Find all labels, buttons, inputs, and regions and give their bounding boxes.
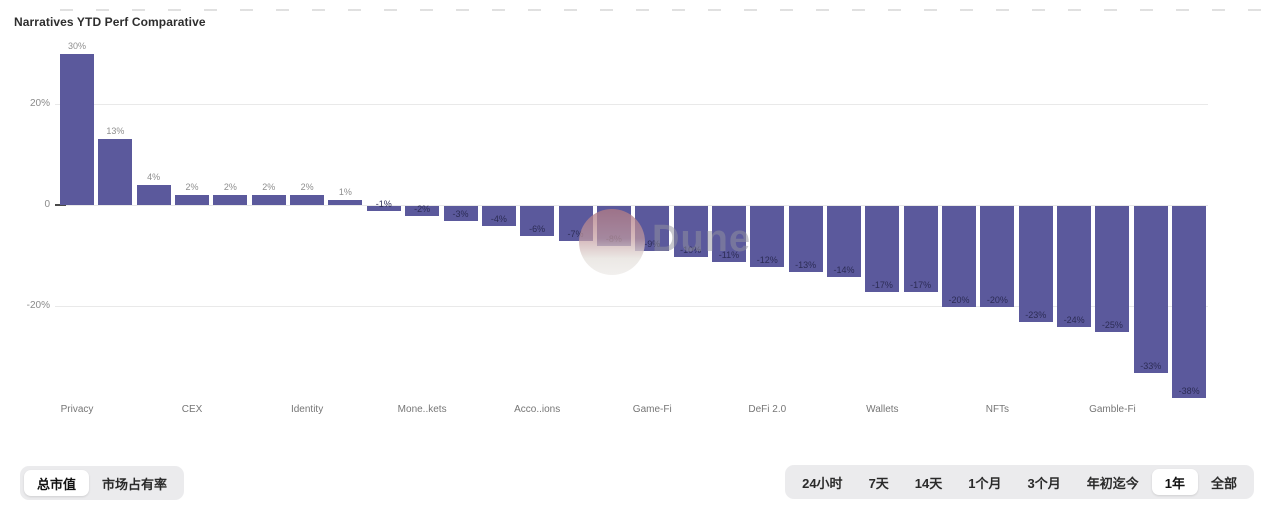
bar[interactable]	[903, 206, 938, 292]
gridline	[55, 104, 1208, 105]
bar-value-label: -8%	[605, 234, 622, 245]
top-gridline-dashes	[60, 9, 1262, 11]
bar[interactable]	[443, 206, 478, 222]
y-tick-label: 20%	[29, 98, 50, 109]
y-tick-label: -20%	[26, 300, 50, 311]
bar-value-label: -20%	[986, 295, 1008, 305]
bar[interactable]	[1018, 206, 1053, 323]
bar[interactable]	[328, 199, 363, 205]
bar[interactable]	[942, 206, 977, 307]
bar-value-label: -4%	[490, 214, 507, 225]
bar-value-label: 4%	[147, 171, 161, 182]
bar[interactable]	[213, 194, 248, 205]
x-tick-label: Gamble-Fi	[1089, 404, 1136, 415]
x-tick-label: Wallets	[866, 404, 899, 415]
x-tick-label: Identity	[290, 404, 324, 415]
bar-value-label: 30%	[67, 40, 86, 51]
bar[interactable]	[1133, 206, 1168, 373]
bar-value-label: -14%	[833, 264, 855, 275]
bar-value-label: -17%	[871, 279, 893, 290]
bar-value-label: -11%	[718, 249, 740, 260]
gridline	[55, 205, 1208, 206]
y-tick-label: 0	[44, 199, 50, 210]
timerange-toggle: 24小时 7天 14天 1个月 3个月 年初迄今 1年 全部	[785, 465, 1254, 499]
bar[interactable]	[1095, 206, 1130, 333]
bar-value-label: 1%	[338, 186, 352, 197]
x-tick-label: DeFi 2.0	[748, 404, 787, 415]
timerange-button-1个月[interactable]: 1个月	[955, 469, 1014, 495]
metric-button-总市值[interactable]: 总市值	[24, 470, 90, 496]
bar[interactable]	[865, 206, 900, 292]
chart-title: Narratives YTD Perf Comparative	[14, 15, 206, 29]
bar-value-label: -25%	[1101, 320, 1123, 331]
footer-controls: 总市值 市场占有率 24小时 7天 14天 1个月 3个月 年初迄今 1年 全部	[0, 462, 1266, 506]
x-tick-label: Privacy	[60, 404, 94, 415]
bar[interactable]	[366, 206, 401, 212]
bar[interactable]	[251, 194, 286, 205]
bar-value-label: -9%	[644, 239, 661, 250]
metric-button-市场占有率[interactable]: 市场占有率	[89, 470, 180, 496]
bar-value-label: -23%	[1025, 310, 1047, 321]
timerange-button-1年[interactable]: 1年	[1151, 469, 1198, 495]
metric-toggle: 总市值 市场占有率	[20, 466, 185, 500]
bar[interactable]	[1172, 206, 1207, 398]
x-tick-label: Game-Fi	[632, 404, 672, 415]
bar-value-label: -7%	[567, 229, 584, 240]
bar[interactable]	[788, 206, 823, 272]
bar[interactable]	[750, 206, 785, 267]
zero-axis-tick	[55, 204, 66, 206]
bar-value-label: 13%	[106, 126, 125, 137]
bar[interactable]	[980, 206, 1015, 307]
bar[interactable]	[673, 206, 708, 257]
bar[interactable]	[98, 139, 133, 205]
bar-value-label: -1%	[375, 199, 392, 210]
bar-value-label: -24%	[1063, 315, 1085, 326]
bar[interactable]	[520, 206, 555, 237]
x-tick-label: NFTs	[985, 404, 1010, 415]
timerange-button-年初迄今[interactable]: 年初迄今	[1074, 469, 1152, 495]
bar-value-label: -3%	[452, 209, 469, 220]
bar-value-label: 2%	[223, 181, 237, 192]
bar-value-label: -17%	[910, 279, 932, 290]
bar-value-label: 2%	[185, 181, 199, 192]
bar[interactable]	[405, 206, 440, 217]
bar[interactable]	[136, 184, 171, 205]
x-tick-label: CEX	[181, 404, 203, 415]
bar-value-label: -38%	[1178, 385, 1200, 396]
timerange-button-全部[interactable]: 全部	[1198, 469, 1250, 495]
bar[interactable]	[827, 206, 861, 277]
bar-value-label: -12%	[756, 254, 778, 265]
timerange-button-24小时[interactable]: 24小时	[789, 469, 855, 495]
bar[interactable]	[481, 206, 516, 227]
bar-value-label: -10%	[680, 244, 702, 255]
bar-value-label: -13%	[795, 259, 817, 270]
x-tick-label: Mone..kets	[397, 404, 447, 415]
bar[interactable]	[711, 206, 746, 262]
timerange-button-14天[interactable]: 14天	[902, 469, 955, 495]
timerange-button-3个月[interactable]: 3个月	[1015, 469, 1074, 495]
bar-value-label: 2%	[300, 181, 314, 192]
bar-value-label: -6%	[529, 224, 546, 235]
bar[interactable]	[60, 53, 94, 205]
timerange-button-7天[interactable]: 7天	[856, 469, 902, 495]
bar-value-label: -2%	[414, 204, 431, 215]
bar-value-label: -33%	[1140, 360, 1162, 371]
bar[interactable]	[175, 194, 210, 205]
bar-value-label: -20%	[948, 295, 970, 305]
x-tick-label: Acco..ions	[514, 404, 561, 415]
bar-value-label: 2%	[262, 181, 276, 192]
gridline	[55, 306, 1208, 307]
bar[interactable]	[1057, 206, 1092, 328]
bar[interactable]	[290, 194, 325, 205]
